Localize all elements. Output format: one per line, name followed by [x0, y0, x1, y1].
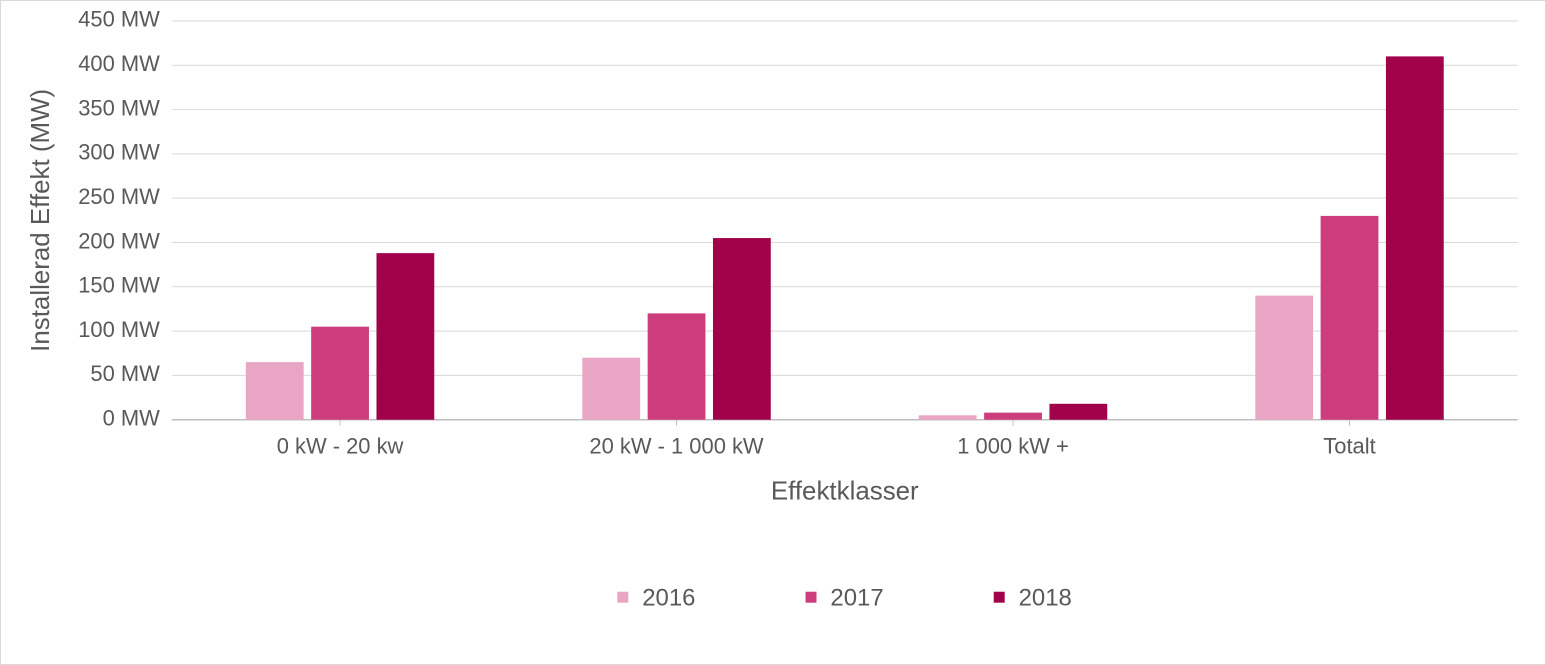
bar [1255, 296, 1313, 420]
y-tick-label: 250 MW [78, 184, 160, 209]
legend-swatch [617, 592, 628, 603]
legend-swatch [806, 592, 817, 603]
bar [919, 415, 977, 419]
y-tick-label: 50 MW [90, 361, 160, 386]
legend-label: 2018 [1019, 585, 1072, 612]
y-tick-label: 100 MW [78, 317, 160, 342]
y-tick-label: 300 MW [78, 140, 160, 165]
x-tick-label: Totalt [1323, 434, 1375, 459]
bar [376, 253, 434, 420]
bar [648, 313, 706, 419]
legend-swatch [994, 592, 1005, 603]
y-tick-label: 0 MW [103, 406, 161, 431]
y-tick-label: 450 MW [78, 7, 160, 32]
y-tick-label: 150 MW [78, 273, 160, 298]
bar [1049, 404, 1107, 420]
chart-svg: 0 MW 50 MW 100 MW 150 MW 200 MW 250 MW 300 MW 3… [1, 1, 1545, 664]
y-tick-label: 200 MW [78, 228, 160, 253]
y-axis-label: Installerad Effekt (MW) [27, 89, 55, 352]
legend-label: 2017 [830, 585, 883, 612]
y-tick-label: 400 MW [78, 51, 160, 76]
bar [582, 358, 640, 420]
chart-container: 0 MW 50 MW 100 MW 150 MW 200 MW 250 MW 300 MW 3… [0, 0, 1546, 665]
bar [311, 327, 369, 420]
y-tick-label: 350 MW [78, 95, 160, 120]
bar [984, 413, 1042, 420]
x-tick-label: 20 kW - 1 000 kW [589, 434, 764, 459]
x-tick-label: 1 000 kW + [957, 434, 1069, 459]
x-axis-label: Effektklasser [771, 477, 919, 505]
bar [1321, 216, 1379, 420]
bar [246, 362, 304, 420]
legend-label: 2016 [642, 585, 695, 612]
bar [713, 238, 771, 420]
bar [1386, 56, 1444, 419]
x-tick-label: 0 kW - 20 kw [277, 434, 404, 459]
